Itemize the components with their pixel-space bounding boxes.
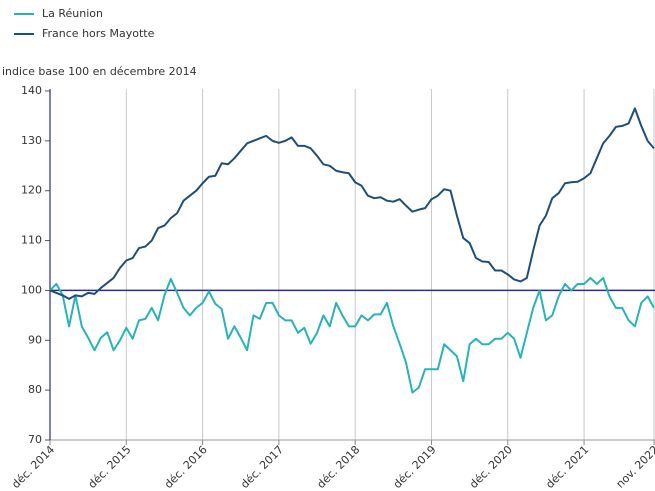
y-axis-label: indice base 100 en décembre 2014 [2,65,197,78]
series-line [49,107,655,300]
y-tick-label: 100 [21,283,42,296]
legend-label: France hors Mayotte [42,27,155,40]
x-tick-label: déc. 2014 [9,443,57,491]
y-tick-label: 90 [28,333,42,346]
x-tick-label: déc. 2015 [86,443,134,491]
y-tick-label: 80 [28,383,42,396]
x-tick-label: déc. 2018 [314,443,362,491]
series-line [49,276,655,394]
y-tick-label: 130 [21,134,42,147]
x-tick-label: déc. 2017 [238,443,286,491]
x-tick-label: déc. 2019 [391,443,439,491]
x-tick-label: déc. 2020 [467,443,515,491]
x-tick-label: déc. 2016 [162,443,210,491]
y-tick-label: 120 [21,184,42,197]
y-tick-label: 70 [28,433,42,446]
y-tick-label: 110 [21,234,42,247]
y-tick-label: 140 [21,84,42,97]
x-tick-label: déc. 2021 [543,443,591,491]
legend-label: La Réunion [42,7,103,20]
x-tick-label: nov. 2022 [614,443,655,491]
